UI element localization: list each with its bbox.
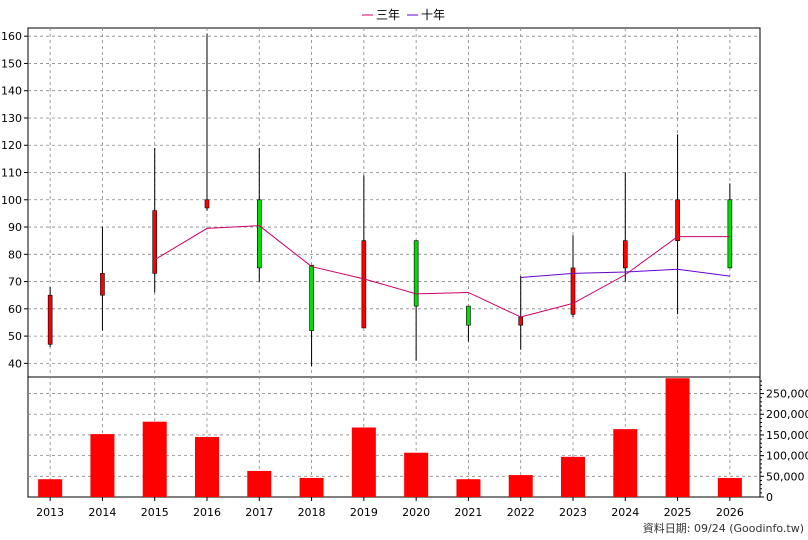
candle-body xyxy=(570,267,576,315)
legend-label-10y: 十年 xyxy=(421,8,445,22)
x-tick-label: 2025 xyxy=(664,506,692,519)
candle-body xyxy=(622,240,628,269)
x-tick-label: 2024 xyxy=(611,506,639,519)
line-3-year xyxy=(154,225,730,318)
volume-bar xyxy=(299,477,324,497)
price-tick-label: 90 xyxy=(8,221,22,234)
data-date-footer: 資料日期: 09/24 (Goodinfo.tw) xyxy=(643,521,804,535)
candle-body xyxy=(466,305,471,326)
volume-bar xyxy=(404,452,429,497)
price-tick-label: 160 xyxy=(1,30,22,43)
candle-body xyxy=(152,210,158,274)
x-tick-label: 2021 xyxy=(454,506,482,519)
volume-bar xyxy=(351,427,376,497)
volume-axis: 0 50,000 100,000 150,000 200,000 250,000 xyxy=(760,380,808,504)
x-tick-label: 2022 xyxy=(507,506,535,519)
volume-plot-frame xyxy=(27,376,761,498)
volume-bar xyxy=(665,378,690,497)
volume-tick-label: 100,000 xyxy=(766,450,808,463)
volume-bar xyxy=(613,429,638,497)
price-tick-label: 140 xyxy=(1,85,22,98)
candle-body xyxy=(727,199,733,269)
candles xyxy=(47,33,733,367)
volume-bar xyxy=(456,479,481,497)
price-tick-label: 50 xyxy=(8,330,22,343)
volume-bar xyxy=(508,475,533,497)
grid xyxy=(28,28,760,497)
price-axis: 40 50 60 70 80 90 100 110 120 130 140 150 160 xyxy=(1,30,28,370)
x-tick-label: 2019 xyxy=(350,506,378,519)
x-tick-label: 2018 xyxy=(298,506,326,519)
volume-bar xyxy=(717,477,742,497)
price-tick-label: 110 xyxy=(1,167,22,180)
candle-body xyxy=(204,199,210,209)
line-10-year xyxy=(520,268,730,278)
candle-body xyxy=(413,240,419,307)
candle-body xyxy=(100,273,105,296)
x-tick-label: 2017 xyxy=(245,506,273,519)
candle-body xyxy=(361,240,367,329)
x-tick-label: 2023 xyxy=(559,506,587,519)
volume-tick-label: 250,000 xyxy=(766,388,808,401)
volume-tick-label: 200,000 xyxy=(766,408,808,421)
price-plot-frame xyxy=(27,27,761,378)
price-tick-label: 100 xyxy=(1,194,22,207)
price-tick-label: 80 xyxy=(8,248,22,261)
volume-bar xyxy=(561,456,585,497)
x-tick-label: 2026 xyxy=(716,506,744,519)
volume-tick-label: 0 xyxy=(766,491,773,504)
x-tick-label: 2014 xyxy=(88,506,116,519)
price-tick-label: 40 xyxy=(8,357,22,370)
x-tick-label: 2015 xyxy=(141,506,169,519)
price-tick-label: 60 xyxy=(8,303,22,316)
price-tick-label: 120 xyxy=(1,139,22,152)
price-tick-label: 150 xyxy=(1,57,22,70)
volume-tick-label: 150,000 xyxy=(766,429,808,442)
x-tick-label: 2016 xyxy=(193,506,221,519)
candle-body xyxy=(675,199,680,241)
volume-bar xyxy=(142,421,167,497)
volume-bar xyxy=(195,437,219,497)
legend-label-3y: 三年 xyxy=(376,8,400,22)
volume-bar xyxy=(247,470,272,497)
price-tick-label: 70 xyxy=(8,276,22,289)
candle-body xyxy=(256,199,262,269)
x-tick-label: 2020 xyxy=(402,506,430,519)
x-axis: 2013 2014 2015 2016 2017 2018 2019 2020 2021 2022… xyxy=(36,497,744,519)
legend: 三年 十年 xyxy=(362,8,445,22)
candle-body xyxy=(309,264,314,331)
volume-bars xyxy=(38,378,742,497)
volume-bar xyxy=(90,434,115,497)
average-lines xyxy=(154,225,730,318)
candle-body xyxy=(518,316,524,326)
price-tick-label: 130 xyxy=(1,112,22,125)
volume-tick-label: 50,000 xyxy=(766,470,805,483)
x-tick-label: 2013 xyxy=(36,506,64,519)
candle-body xyxy=(47,294,53,345)
volume-bar xyxy=(38,479,63,497)
